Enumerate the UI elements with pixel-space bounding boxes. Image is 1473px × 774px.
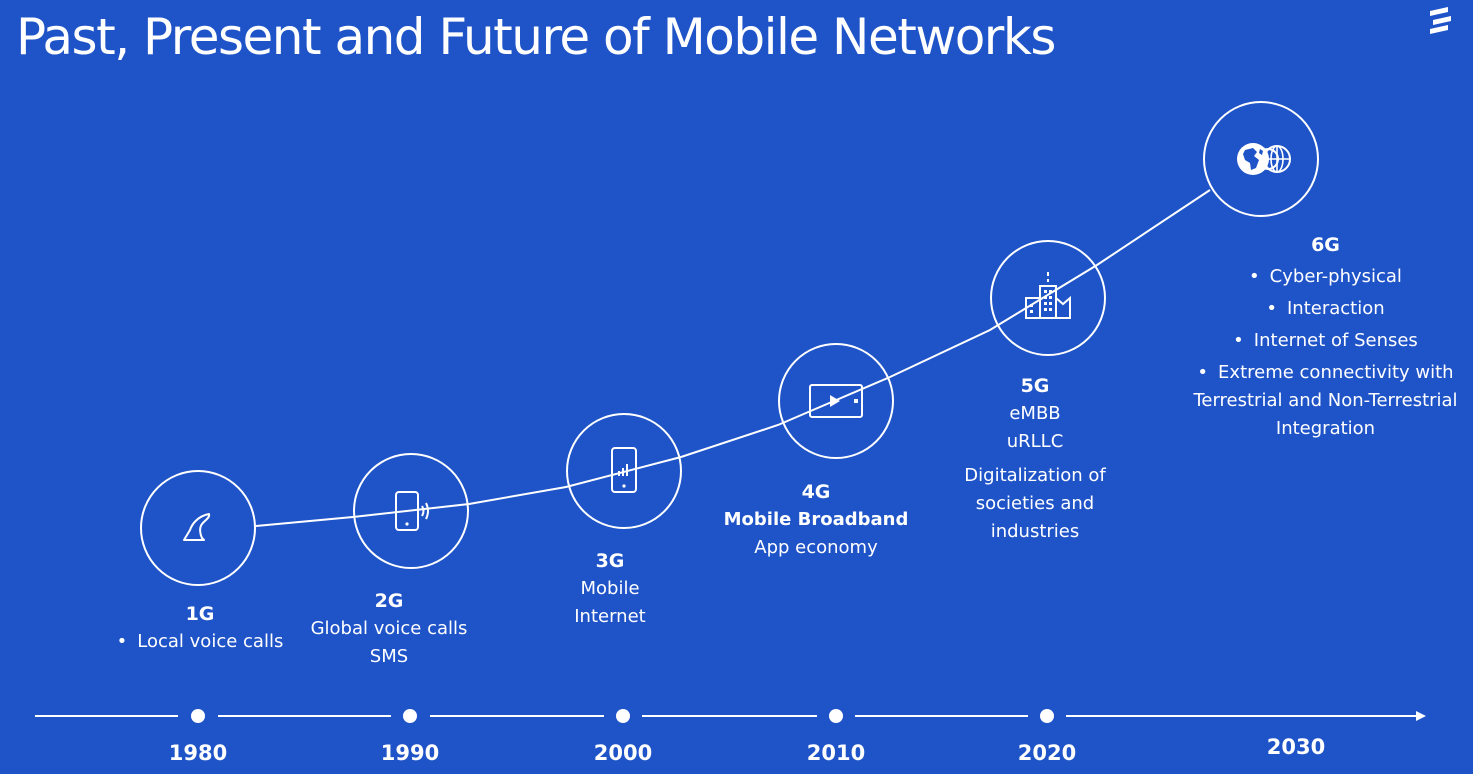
feature-line: Terrestrial and Non-Terrestrial [1193, 390, 1458, 411]
generation-label: 3G [595, 550, 625, 572]
feature-line: Cyber-physical [1183, 263, 1468, 291]
mobile-phone-signal-icon [395, 491, 429, 531]
caption-6g: 6G Cyber-physical Interaction Internet o… [1183, 231, 1468, 443]
node-6g [1203, 101, 1319, 217]
feature-line: Integration [1275, 418, 1376, 439]
feature-line: Internet [574, 606, 646, 627]
feature-line: eMBB [1009, 403, 1061, 424]
ericsson-logo-icon [1430, 7, 1451, 34]
feature-line: Mobile Broadband [723, 509, 909, 530]
year-label: 2000 [593, 741, 653, 765]
feature-line: Interaction [1183, 295, 1468, 323]
phone-handset-icon [183, 513, 211, 541]
generation-label: 1G [185, 603, 215, 625]
caption-5g: 5G eMBB uRLLC Digitalization of societie… [935, 372, 1135, 546]
caption-1g: 1G Local voice calls [100, 600, 300, 656]
year-label: 2020 [1017, 741, 1077, 765]
feature-line: Digitalization of [964, 465, 1106, 486]
feature-line: uRLLC [1006, 431, 1064, 452]
node-1g [140, 470, 256, 586]
feature-line: Extreme connectivity with [1183, 359, 1468, 387]
generation-label: 5G [1020, 375, 1050, 397]
smart-city-icon [1025, 272, 1071, 319]
slide-title: Past, Present and Future of Mobile Netwo… [16, 8, 1056, 66]
feature-line: industries [990, 521, 1080, 542]
node-4g [778, 343, 894, 459]
feature-line: SMS [369, 646, 409, 667]
video-screen-icon [809, 384, 863, 418]
year-label: 1990 [380, 741, 440, 765]
node-3g [566, 413, 682, 529]
feature-line: societies and [975, 493, 1095, 514]
node-2g [353, 453, 469, 569]
generation-label: 6G [1311, 234, 1340, 256]
feature-line: Global voice calls [310, 618, 468, 639]
smartphone-signal-icon [611, 447, 637, 493]
caption-3g: 3G Mobile Internet [530, 547, 690, 631]
year-label: 2010 [806, 741, 866, 765]
globe-network-icon [1237, 143, 1291, 175]
caption-4g: 4G Mobile Broadband App economy [696, 478, 936, 562]
node-5g [990, 240, 1106, 356]
feature-line: Mobile [580, 578, 640, 599]
generation-label: 2G [374, 590, 404, 612]
feature-line: App economy [754, 537, 878, 558]
generation-label: 4G [801, 481, 831, 503]
feature-line: Local voice calls [100, 628, 300, 656]
feature-line: Internet of Senses [1183, 327, 1468, 355]
year-label: 2030 [1266, 735, 1326, 759]
caption-2g: 2G Global voice calls SMS [289, 587, 489, 671]
year-label: 1980 [168, 741, 228, 765]
